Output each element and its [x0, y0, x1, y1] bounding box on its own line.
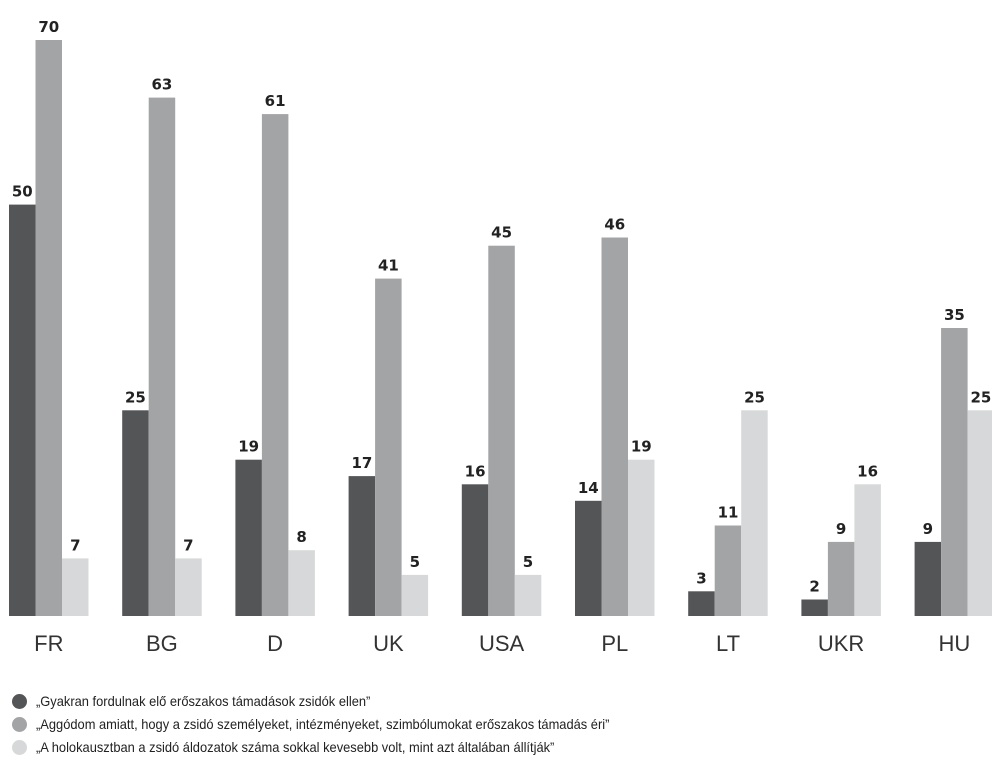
category-label-usa: USA	[479, 631, 525, 656]
bar-pl-series-1	[602, 238, 629, 617]
value-label-usa-series-1: 45	[491, 224, 512, 242]
bar-hu-series-1	[941, 328, 968, 616]
category-label-pl: PL	[601, 631, 628, 656]
bar-lt-series-0	[688, 591, 715, 616]
value-label-ukr-series-2: 16	[857, 462, 878, 480]
bar-lt-series-2	[741, 410, 768, 616]
bar-bg-series-2	[175, 558, 202, 616]
bar-hu-series-0	[915, 542, 942, 616]
value-label-fr-series-0: 50	[12, 183, 33, 201]
value-label-uk-series-1: 41	[378, 257, 399, 275]
legend-item-0: „Gyakran fordulnak elő erőszakos támadás…	[12, 690, 982, 712]
bar-lt-series-1	[715, 526, 742, 617]
category-label-hu: HU	[939, 631, 971, 656]
legend-label: „A holokausztban a zsidó áldozatok száma…	[36, 739, 554, 755]
category-label-d: D	[267, 631, 283, 656]
legend-item-1: „Aggódom amiatt, hogy a zsidó személyeke…	[12, 713, 982, 735]
category-label-bg: BG	[146, 631, 178, 656]
bar-ukr-series-1	[828, 542, 855, 616]
category-label-ukr: UKR	[818, 631, 864, 656]
bar-uk-series-2	[402, 575, 429, 616]
value-label-hu-series-0: 9	[923, 520, 933, 538]
value-label-hu-series-2: 25	[970, 388, 991, 406]
value-label-d-series-2: 8	[296, 528, 306, 546]
category-label-lt: LT	[716, 631, 740, 656]
bar-usa-series-0	[462, 484, 489, 616]
value-label-lt-series-0: 3	[696, 569, 706, 587]
bar-usa-series-2	[515, 575, 542, 616]
value-label-fr-series-1: 70	[38, 18, 59, 36]
category-labels-group: FR BG D UK USA PL LT UKR HU	[34, 631, 970, 656]
value-label-usa-series-2: 5	[523, 553, 533, 571]
legend-dot-icon	[12, 694, 27, 709]
value-label-lt-series-2: 25	[744, 388, 765, 406]
bar-uk-series-0	[349, 476, 376, 616]
category-label-uk: UK	[373, 631, 404, 656]
bar-bg-series-0	[122, 410, 149, 616]
bar-pl-series-0	[575, 501, 602, 616]
bar-d-series-1	[262, 114, 289, 616]
bar-usa-series-1	[488, 246, 515, 616]
legend-dot-icon	[12, 717, 27, 732]
value-label-pl-series-1: 46	[604, 216, 625, 234]
bar-ukr-series-0	[801, 600, 828, 617]
value-label-bg-series-2: 7	[183, 536, 193, 554]
bar-d-series-0	[235, 460, 262, 616]
value-label-pl-series-0: 14	[578, 479, 599, 497]
bar-ukr-series-2	[854, 484, 881, 616]
value-label-uk-series-2: 5	[410, 553, 420, 571]
category-label-fr: FR	[34, 631, 63, 656]
bar-fr-series-0	[9, 205, 36, 616]
legend-item-2: „A holokausztban a zsidó áldozatok száma…	[12, 736, 982, 758]
value-label-pl-series-2: 19	[631, 438, 652, 456]
legend: „Gyakran fordulnak elő erőszakos támadás…	[12, 690, 982, 759]
value-label-usa-series-0: 16	[465, 462, 486, 480]
legend-label: „Gyakran fordulnak elő erőszakos támadás…	[36, 693, 370, 709]
bar-fr-series-2	[62, 558, 89, 616]
value-label-uk-series-0: 17	[351, 454, 372, 472]
value-label-hu-series-1: 35	[944, 306, 965, 324]
bar-uk-series-1	[375, 279, 402, 616]
value-label-d-series-1: 61	[265, 92, 286, 110]
value-label-fr-series-2: 7	[70, 536, 80, 554]
bar-bg-series-1	[149, 98, 176, 616]
value-label-d-series-0: 19	[238, 438, 259, 456]
value-label-lt-series-1: 11	[718, 504, 739, 522]
legend-dot-icon	[12, 740, 27, 755]
value-label-ukr-series-0: 2	[809, 578, 819, 596]
value-label-bg-series-1: 63	[151, 76, 172, 94]
bar-fr-series-1	[36, 40, 63, 616]
bar-pl-series-2	[628, 460, 655, 616]
value-label-bg-series-0: 25	[125, 388, 146, 406]
legend-label: „Aggódom amiatt, hogy a zsidó személyeke…	[36, 716, 609, 732]
bar-d-series-2	[288, 550, 315, 616]
bar-hu-series-2	[968, 410, 992, 616]
value-label-ukr-series-1: 9	[836, 520, 846, 538]
